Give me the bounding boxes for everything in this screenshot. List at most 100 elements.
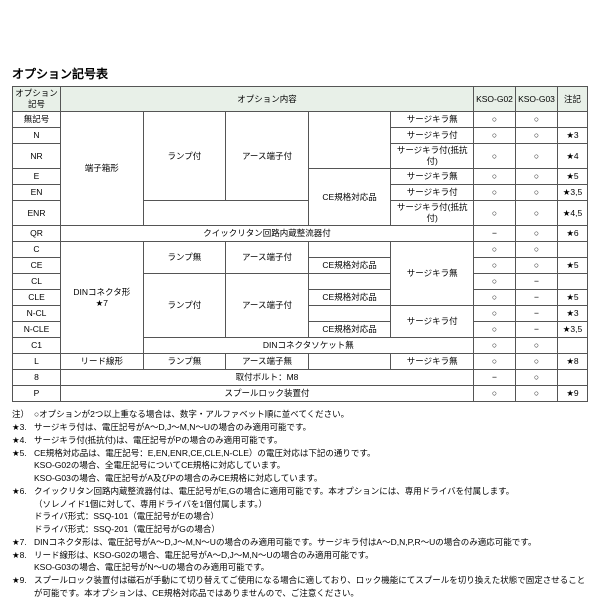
content-cell: 端子箱形	[61, 112, 144, 226]
note-cell: ★4,5	[558, 201, 588, 226]
code-cell: P	[13, 386, 61, 402]
content-cell: アース端子付	[226, 242, 309, 274]
content-cell: サージキラ付	[391, 128, 474, 144]
note-cell	[558, 274, 588, 290]
mark-cell: ○	[516, 386, 558, 402]
code-cell: N-CL	[13, 306, 61, 322]
code-cell: ENR	[13, 201, 61, 226]
note-cell: ★3	[558, 128, 588, 144]
content-cell: サージキラ無	[391, 354, 474, 370]
content-cell	[308, 274, 391, 290]
option-table: オプション記号 オプション内容 KSO-G02 KSO-G03 注記 無記号 端…	[12, 86, 588, 402]
note-cell: ★3,5	[558, 322, 588, 338]
note-cell: ★3,5	[558, 185, 588, 201]
header-note: 注記	[558, 87, 588, 112]
mark-cell: ○	[516, 226, 558, 242]
content-cell: アース端子無	[226, 354, 309, 370]
mark-cell: −	[516, 290, 558, 306]
mark-cell: ○	[474, 386, 516, 402]
content-cell	[143, 201, 308, 226]
content-cell: サージキラ付	[391, 185, 474, 201]
header-g02: KSO-G02	[474, 87, 516, 112]
mark-cell: −	[516, 274, 558, 290]
mark-cell: ○	[516, 354, 558, 370]
note-cell: ★4	[558, 144, 588, 169]
content-cell: ランプ無	[143, 354, 226, 370]
code-cell: C1	[13, 338, 61, 354]
mark-cell: ○	[474, 128, 516, 144]
mark-cell: ○	[474, 322, 516, 338]
content-cell	[308, 242, 391, 258]
content-cell: DINコネクタ形★7	[61, 242, 144, 354]
mark-cell: ○	[474, 338, 516, 354]
mark-cell: ○	[474, 201, 516, 226]
content-cell: CE規格対応品	[308, 322, 391, 338]
content-cell: CE規格対応品	[308, 258, 391, 274]
table-title: オプション記号表	[12, 65, 588, 82]
code-cell: 無記号	[13, 112, 61, 128]
note-cell	[558, 112, 588, 128]
content-cell: サージキラ付	[391, 306, 474, 338]
mark-cell: ○	[516, 144, 558, 169]
content-cell: ランプ無	[143, 242, 226, 274]
content-cell: CE規格対応品	[308, 169, 391, 226]
content-cell: ランプ付	[143, 274, 226, 338]
content-cell	[308, 112, 391, 169]
header-content: オプション内容	[61, 87, 474, 112]
content-cell: CE規格対応品	[308, 290, 391, 306]
content-cell: ランプ付	[143, 112, 226, 201]
code-cell: N	[13, 128, 61, 144]
note-cell: ★3	[558, 306, 588, 322]
content-cell: DINコネクタソケット無	[143, 338, 473, 354]
mark-cell: ○	[516, 258, 558, 274]
content-cell	[308, 354, 391, 370]
mark-cell: ○	[516, 242, 558, 258]
note-cell: ★5	[558, 290, 588, 306]
mark-cell: ○	[474, 258, 516, 274]
content-cell: サージキラ無	[391, 169, 474, 185]
mark-cell: ○	[474, 112, 516, 128]
mark-cell: ○	[516, 112, 558, 128]
mark-cell: −	[474, 370, 516, 386]
footnotes: 注）○オプションが2つ以上重なる場合は、数字・アルファベット順に並べてください。…	[12, 408, 588, 599]
code-cell: EN	[13, 185, 61, 201]
note-cell	[558, 370, 588, 386]
content-cell: アース端子付	[226, 274, 309, 338]
content-cell: サージキラ無	[391, 112, 474, 128]
header-g03: KSO-G03	[516, 87, 558, 112]
code-cell: QR	[13, 226, 61, 242]
content-cell: サージキラ付(抵抗付)	[391, 144, 474, 169]
mark-cell: ○	[474, 354, 516, 370]
mark-cell: ○	[516, 370, 558, 386]
note-cell	[558, 338, 588, 354]
content-cell: リード線形	[61, 354, 144, 370]
mark-cell: ○	[516, 185, 558, 201]
content-cell: アース端子付	[226, 112, 309, 201]
note-cell	[558, 242, 588, 258]
header-code: オプション記号	[13, 87, 61, 112]
mark-cell: −	[516, 322, 558, 338]
note-cell: ★5	[558, 258, 588, 274]
code-cell: C	[13, 242, 61, 258]
mark-cell: ○	[474, 242, 516, 258]
note-cell: ★8	[558, 354, 588, 370]
mark-cell: ○	[474, 306, 516, 322]
mark-cell: −	[516, 306, 558, 322]
mark-cell: ○	[516, 169, 558, 185]
content-cell: 取付ボルト：M8	[61, 370, 474, 386]
mark-cell: ○	[474, 144, 516, 169]
code-cell: L	[13, 354, 61, 370]
content-cell: スプールロック装置付	[61, 386, 474, 402]
code-cell: N-CLE	[13, 322, 61, 338]
code-cell: CLE	[13, 290, 61, 306]
content-cell	[308, 306, 391, 322]
content-cell: クイックリタン回路内蔵整流器付	[61, 226, 474, 242]
mark-cell: ○	[474, 185, 516, 201]
mark-cell: ○	[474, 274, 516, 290]
code-cell: NR	[13, 144, 61, 169]
mark-cell: ○	[516, 201, 558, 226]
code-cell: 8	[13, 370, 61, 386]
content-cell: サージキラ付(抵抗付)	[391, 201, 474, 226]
content-cell: サージキラ無	[391, 242, 474, 306]
mark-cell: ○	[474, 169, 516, 185]
